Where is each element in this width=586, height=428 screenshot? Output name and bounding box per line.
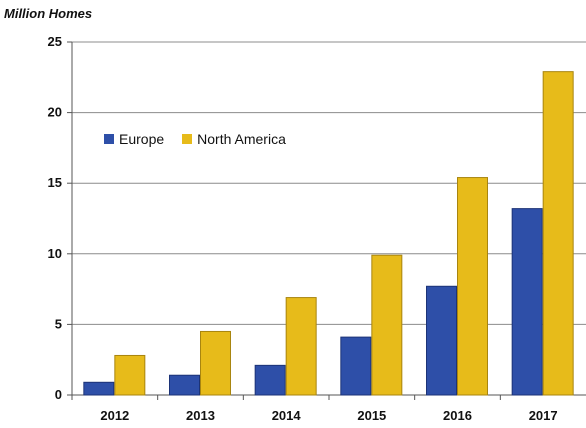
y-tick-label: 0 — [55, 387, 62, 402]
y-axis-title: Million Homes — [4, 6, 93, 21]
bar-north-america-2013 — [200, 330, 231, 396]
legend-swatch-north-america — [182, 134, 193, 144]
x-tick-label: 2017 — [529, 408, 558, 423]
y-tick-label: 25 — [48, 34, 62, 49]
legend-label-europe: Europe — [119, 131, 165, 147]
legend-label-north-america: North America — [197, 131, 286, 147]
x-tick-label: 2013 — [186, 408, 215, 423]
x-tick-label: 2016 — [443, 408, 472, 423]
y-tick-label: 15 — [48, 175, 62, 190]
bar-europe-2013 — [169, 374, 200, 396]
x-tick-label: 2012 — [100, 408, 129, 423]
bar-north-america-2017 — [542, 71, 574, 396]
legend-item-north-america: North America — [182, 131, 286, 147]
y-tick-label: 10 — [48, 246, 62, 261]
legend-item-europe: Europe — [104, 131, 164, 147]
legend-swatch-europe — [104, 134, 114, 144]
bar-north-america-2012 — [114, 354, 146, 396]
bar-europe-2012 — [83, 381, 115, 396]
y-tick-label: 5 — [55, 316, 62, 331]
bar-europe-2014 — [254, 364, 286, 396]
bar-north-america-2015 — [371, 254, 403, 396]
x-tick-label: 2015 — [357, 408, 386, 423]
x-tick-label: 2014 — [272, 408, 302, 423]
bar-europe-2016 — [426, 285, 457, 396]
bar-europe-2017 — [511, 208, 543, 396]
bar-europe-2015 — [340, 336, 372, 396]
bar-north-america-2014 — [285, 297, 317, 396]
y-tick-label: 20 — [48, 105, 62, 120]
legend: Europe North America — [104, 131, 286, 147]
bar-north-america-2016 — [457, 177, 488, 396]
